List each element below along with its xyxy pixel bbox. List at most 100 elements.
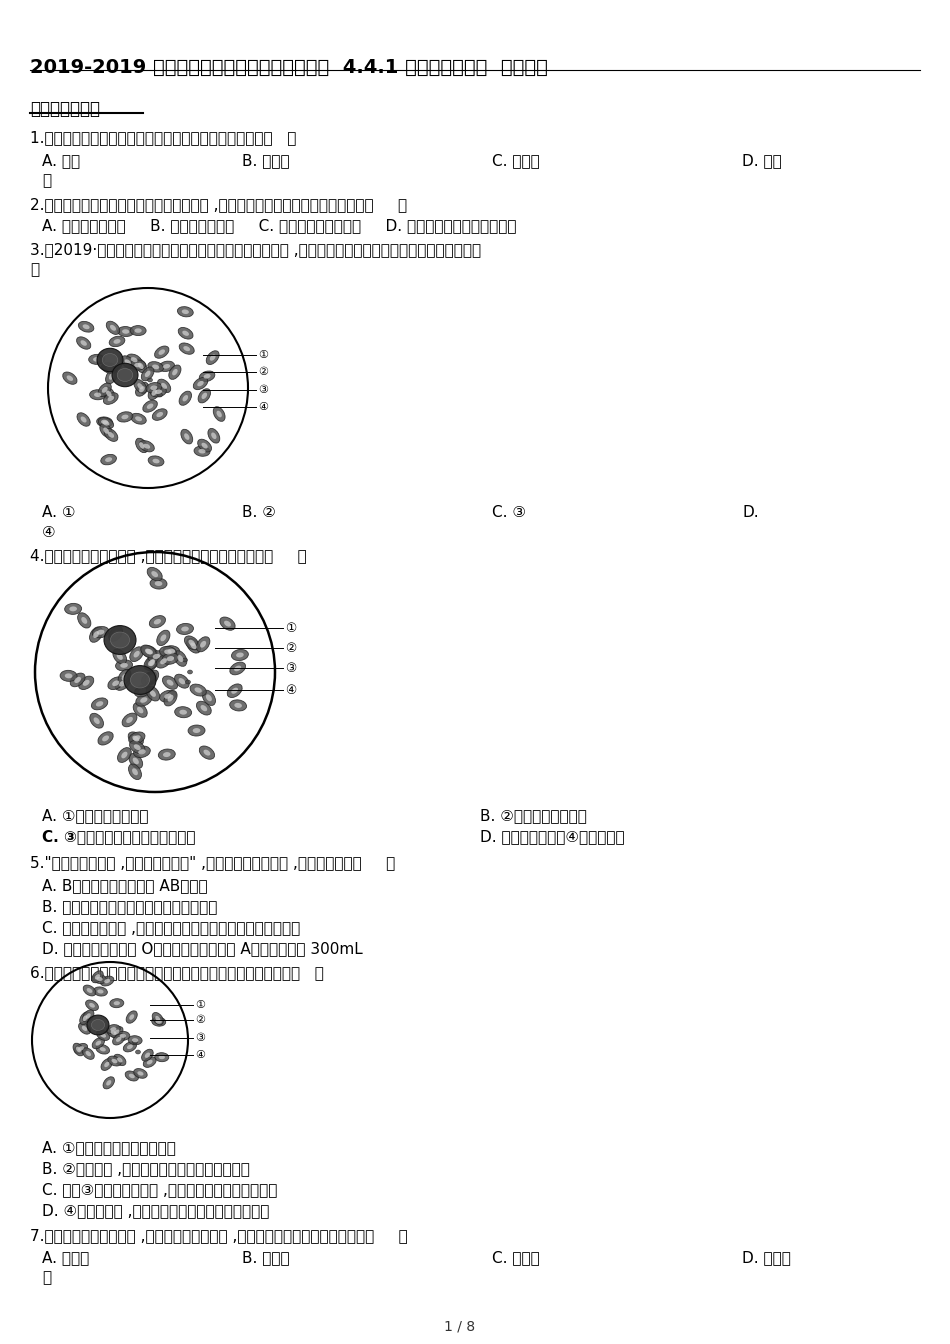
Ellipse shape (121, 663, 128, 668)
Text: A. ①是三种血细胞中数最多的: A. ①是三种血细胞中数最多的 (42, 1140, 176, 1154)
Ellipse shape (83, 680, 89, 685)
Ellipse shape (101, 454, 117, 465)
Text: ③: ③ (285, 661, 296, 675)
Ellipse shape (106, 1024, 121, 1034)
Text: 白: 白 (42, 1270, 51, 1285)
Ellipse shape (164, 691, 177, 706)
Ellipse shape (231, 688, 238, 694)
Text: 一、单项选择题: 一、单项选择题 (30, 99, 100, 118)
Ellipse shape (139, 441, 154, 452)
Ellipse shape (98, 731, 113, 745)
Ellipse shape (219, 617, 236, 630)
Ellipse shape (145, 676, 153, 681)
Ellipse shape (166, 680, 174, 685)
Ellipse shape (91, 1020, 104, 1031)
Ellipse shape (159, 349, 165, 355)
Ellipse shape (97, 348, 123, 372)
Ellipse shape (227, 684, 242, 698)
Ellipse shape (200, 746, 215, 759)
Ellipse shape (135, 328, 142, 333)
Ellipse shape (111, 1059, 118, 1063)
Ellipse shape (213, 407, 225, 422)
Ellipse shape (119, 680, 125, 687)
Ellipse shape (112, 630, 119, 637)
Ellipse shape (87, 1015, 109, 1035)
Ellipse shape (126, 1011, 137, 1023)
Text: 5."江河让大地葱茏 ,热血使生命沸腾" ,以下有关血液的说法 ,正确的选项是〔     〕: 5."江河让大地葱茏 ,热血使生命沸腾" ,以下有关血液的说法 ,正确的选项是〔… (30, 855, 395, 870)
Ellipse shape (159, 1055, 165, 1059)
Text: D. 血红蛋: D. 血红蛋 (742, 1250, 790, 1265)
Ellipse shape (161, 659, 167, 664)
Ellipse shape (134, 379, 146, 394)
Ellipse shape (117, 411, 133, 422)
Text: ④: ④ (42, 526, 56, 540)
Ellipse shape (139, 688, 146, 694)
Ellipse shape (149, 675, 155, 681)
Ellipse shape (135, 685, 151, 698)
Ellipse shape (128, 763, 142, 780)
Text: ③: ③ (195, 1034, 205, 1043)
Ellipse shape (106, 321, 120, 335)
Ellipse shape (206, 351, 219, 364)
Ellipse shape (194, 446, 210, 457)
Ellipse shape (115, 677, 130, 691)
Ellipse shape (70, 673, 86, 687)
Ellipse shape (65, 603, 82, 614)
Text: ④: ④ (258, 402, 268, 413)
Ellipse shape (139, 442, 144, 449)
Ellipse shape (122, 673, 127, 680)
Ellipse shape (139, 386, 144, 392)
Ellipse shape (160, 646, 177, 657)
Ellipse shape (105, 366, 113, 371)
Text: A. ①能吞噬入侵的病菌: A. ①能吞噬入侵的病菌 (42, 808, 148, 823)
Ellipse shape (133, 758, 139, 765)
Ellipse shape (217, 411, 222, 418)
Ellipse shape (146, 383, 162, 392)
Ellipse shape (78, 1046, 84, 1051)
Ellipse shape (102, 363, 117, 374)
Ellipse shape (182, 395, 188, 402)
Ellipse shape (151, 571, 158, 577)
Ellipse shape (145, 649, 153, 655)
Text: ④: ④ (285, 684, 296, 696)
Ellipse shape (126, 353, 142, 366)
Ellipse shape (105, 370, 118, 384)
Ellipse shape (83, 324, 89, 329)
Text: A. 血浆: A. 血浆 (42, 153, 80, 168)
Ellipse shape (117, 368, 133, 382)
Ellipse shape (80, 1012, 90, 1024)
Ellipse shape (200, 641, 206, 648)
Ellipse shape (185, 680, 191, 684)
Ellipse shape (97, 1030, 109, 1040)
Ellipse shape (147, 567, 162, 581)
Ellipse shape (200, 706, 207, 711)
Ellipse shape (77, 337, 91, 349)
Text: A. B型血的病人可以接受 AB型的血: A. B型血的病人可以接受 AB型的血 (42, 878, 208, 892)
Ellipse shape (201, 392, 207, 399)
Text: 7.某同学得了急性阑尾炎 ,到医院做血常规化验 ,该化验结果中会高于正常值的是〔     〕: 7.某同学得了急性阑尾炎 ,到医院做血常规化验 ,该化验结果中会高于正常值的是〔… (30, 1228, 408, 1243)
Ellipse shape (175, 675, 189, 688)
Ellipse shape (198, 439, 212, 452)
Ellipse shape (148, 386, 161, 399)
Ellipse shape (112, 680, 120, 685)
Ellipse shape (160, 691, 176, 702)
Ellipse shape (130, 672, 149, 688)
Ellipse shape (142, 645, 158, 657)
Ellipse shape (148, 660, 155, 667)
Text: ②: ② (195, 1015, 205, 1025)
Ellipse shape (97, 417, 113, 427)
Ellipse shape (157, 413, 163, 417)
Ellipse shape (145, 649, 152, 655)
Ellipse shape (186, 638, 200, 653)
Ellipse shape (132, 735, 140, 742)
Ellipse shape (83, 1015, 87, 1021)
Ellipse shape (235, 703, 242, 708)
Ellipse shape (106, 1081, 111, 1086)
Ellipse shape (155, 390, 162, 394)
Ellipse shape (96, 702, 104, 707)
Ellipse shape (124, 665, 156, 695)
Ellipse shape (107, 1056, 122, 1066)
Ellipse shape (107, 396, 114, 401)
Text: A. 含碘丰富的食物     B. 含钙丰富的食物     C. 含蛋白质丰富的食物     D. 含蛋白质和铁质丰富的食物: A. 含碘丰富的食物 B. 含钙丰富的食物 C. 含蛋白质丰富的食物 D. 含蛋… (42, 218, 517, 233)
Ellipse shape (134, 1068, 147, 1078)
